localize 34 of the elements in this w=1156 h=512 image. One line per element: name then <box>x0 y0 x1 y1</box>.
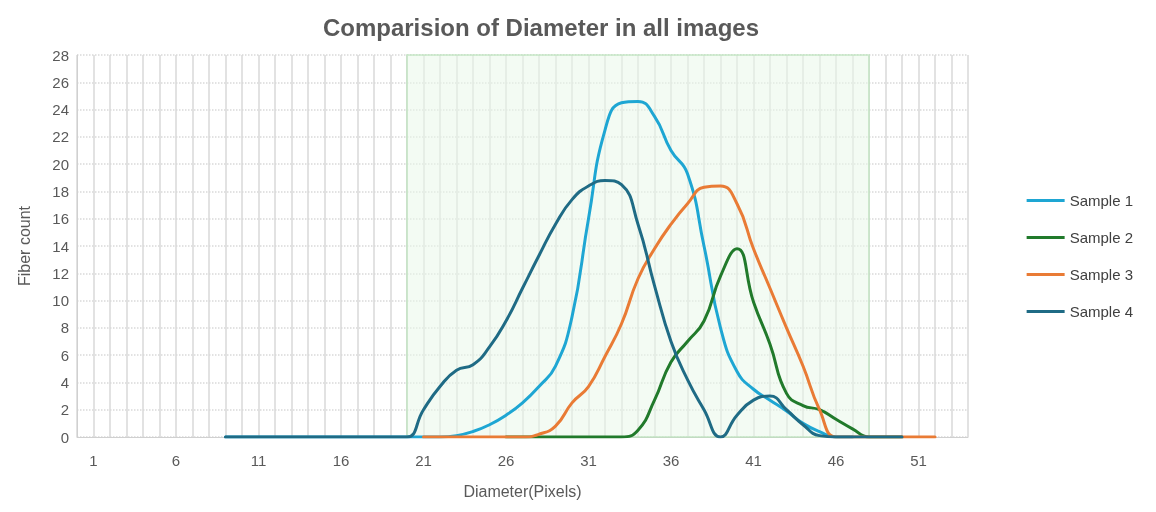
y-tick-label: 16 <box>52 210 69 228</box>
y-tick-label: 8 <box>60 319 69 337</box>
y-tick-label: 10 <box>52 292 69 310</box>
x-tick-label: 6 <box>171 452 181 469</box>
x-tick-label: 21 <box>415 452 432 469</box>
x-tick-label: 51 <box>910 452 927 469</box>
y-tick-label: 18 <box>52 182 69 200</box>
x-tick-label: 36 <box>662 452 680 469</box>
x-tick-label: 11 <box>250 452 267 469</box>
legend-label: Sample 3 <box>1069 266 1134 283</box>
x-tick-label: 16 <box>332 452 350 469</box>
y-tick-label: 14 <box>52 237 69 255</box>
chart-title: Comparision of Diameter in all images <box>322 13 760 41</box>
y-tick-label: 2 <box>60 401 69 419</box>
line-series <box>224 179 904 439</box>
y-tick-label: 6 <box>60 346 69 364</box>
x-tick-label: 26 <box>497 452 515 469</box>
y-tick-label: 4 <box>60 373 69 391</box>
y-tick-label: 28 <box>52 46 69 64</box>
y-tick-label: 24 <box>52 101 69 119</box>
x-axis-title: Diameter(Pixels) <box>463 482 582 500</box>
x-tick-label: 1 <box>89 452 98 469</box>
y-tick-label: 0 <box>60 428 69 446</box>
x-tick-label: 31 <box>580 452 597 469</box>
y-tick-label: 20 <box>52 155 69 173</box>
y-tick-label: 12 <box>52 264 69 282</box>
legend-label: Sample 2 <box>1069 229 1134 246</box>
y-axis-title: Fiber count <box>15 205 33 287</box>
legend-label: Sample 1 <box>1069 192 1134 209</box>
x-tick-label: 46 <box>827 452 845 469</box>
y-tick-label: 26 <box>52 73 69 91</box>
y-tick-label: 22 <box>52 128 69 146</box>
legend-label: Sample 4 <box>1069 303 1134 320</box>
x-tick-label: 41 <box>745 452 762 469</box>
